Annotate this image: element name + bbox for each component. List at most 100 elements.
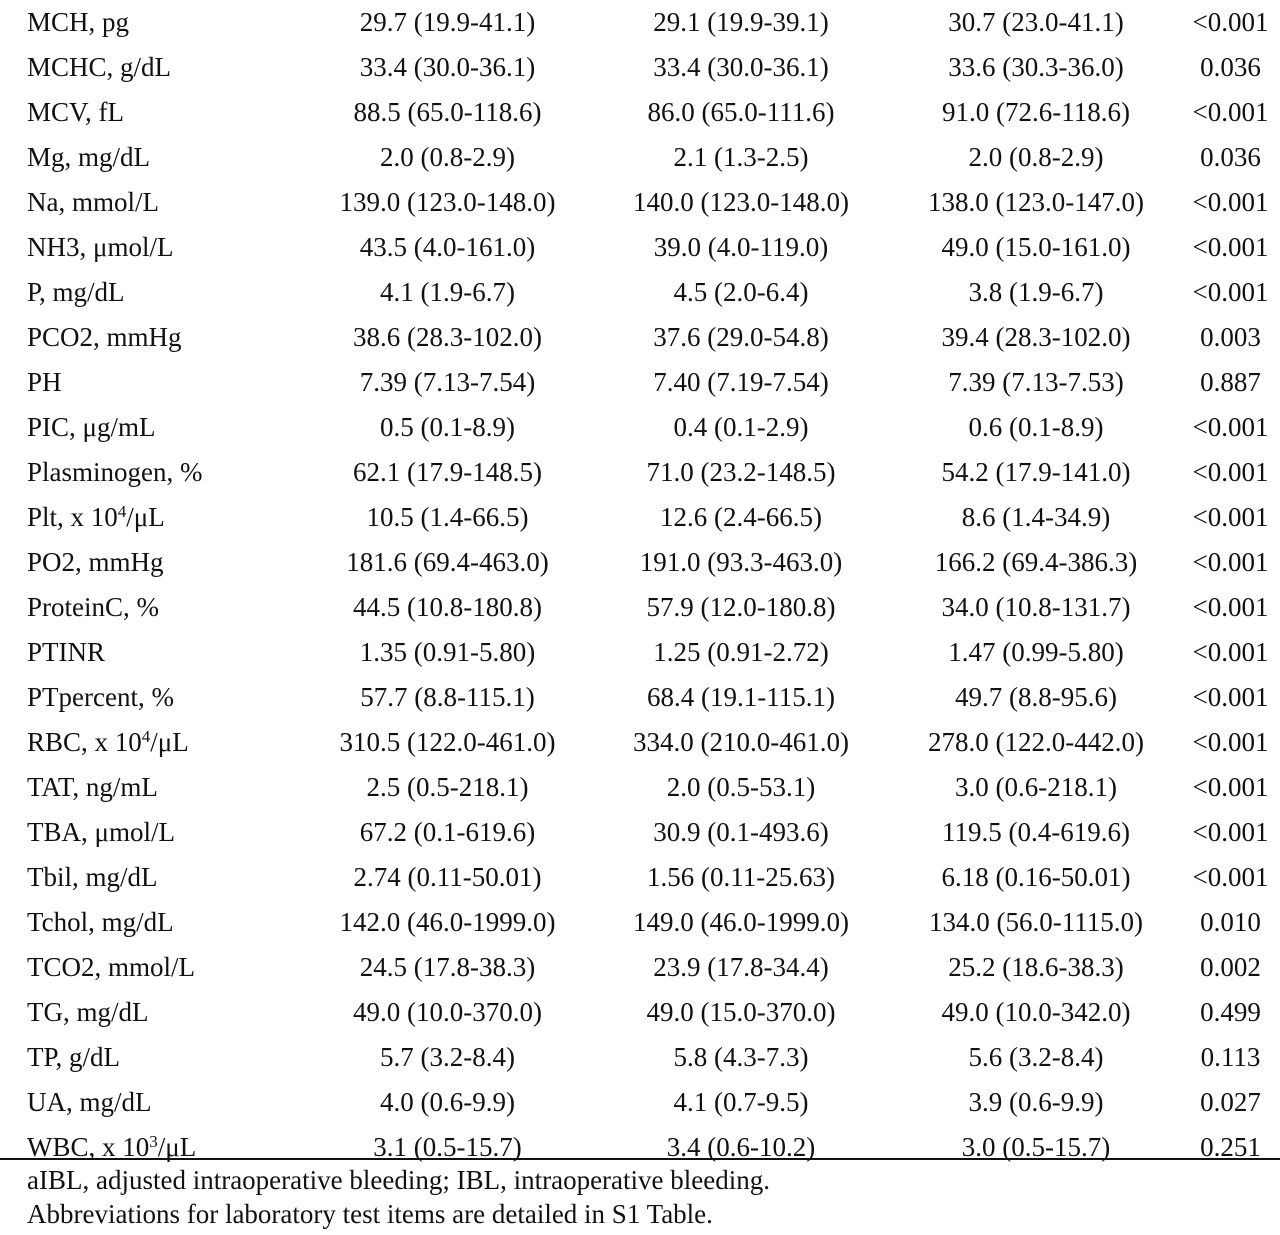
overall-value-cell: 3.1 (0.5-15.7): [373, 1132, 522, 1162]
lab-item-cell: RBC, x 104/μL: [0, 720, 300, 765]
group1-value-cell: 0.4 (0.1-2.9): [673, 412, 809, 442]
footnote-abbreviations-ibl: aIBL, adjusted intraoperative bleeding; …: [27, 1165, 770, 1195]
p-value-cell: <0.001: [1192, 277, 1269, 307]
lab-item-cell: TP, g/dL: [0, 1035, 300, 1080]
overall-value-cell: 2.5 (0.5-218.1): [366, 772, 529, 802]
lab-item-label: Mg, mg/dL: [27, 142, 151, 172]
table-row: TP, g/dL 5.7 (3.2-8.4) 5.8 (4.3-7.3) 5.6 (3…: [0, 1035, 1280, 1080]
p-value-cell: <0.001: [1192, 592, 1269, 622]
lab-item-cell: MCHC, g/dL: [0, 45, 300, 90]
group2-value-cell: 7.39 (7.13-7.53): [948, 367, 1124, 397]
table-row: TG, mg/dL 49.0 (10.0-370.0) 49.0 (15.0-370…: [0, 990, 1280, 1035]
table-row: PIC, μg/mL 0.5 (0.1-8.9) 0.4 (0.1-2.9) 0.6 …: [0, 405, 1280, 450]
lab-item-label: Na, mmol/L: [27, 187, 159, 217]
lab-item-label: WBC, x 10: [27, 1132, 150, 1162]
lab-item-cell: MCV, fL: [0, 90, 300, 135]
overall-value-cell: 33.4 (30.0-36.1): [359, 52, 536, 82]
overall-value-cell: 139.0 (123.0-148.0): [339, 187, 556, 217]
lab-item-label: TBA, μmol/L: [27, 817, 175, 847]
p-value-cell: 0.036: [1200, 52, 1261, 82]
table-row: Tbil, mg/dL 2.74 (0.11-50.01) 1.56 (0.11-2…: [0, 855, 1280, 900]
group1-value-cell: 37.6 (29.0-54.8): [653, 322, 829, 352]
overall-value-cell: 38.6 (28.3-102.0): [353, 322, 542, 352]
group1-value-cell: 7.40 (7.19-7.54): [653, 367, 829, 397]
lab-item-cell: PCO2, mmHg: [0, 315, 300, 360]
lab-item-label: Plasminogen, %: [27, 457, 203, 487]
lab-item-label: MCH, pg: [27, 7, 130, 37]
lab-item-label: ProteinC, %: [27, 592, 159, 622]
overall-value-cell: 62.1 (17.9-148.5): [353, 457, 542, 487]
table-row: WBC, x 103/μL 3.1 (0.5-15.7) 3.4 (0.6-10.2…: [0, 1125, 1280, 1170]
table-row: PTINR 1.35 (0.91-5.80) 1.25 (0.91-2.72) 1.4…: [0, 630, 1280, 675]
table-row: Plasminogen, % 62.1 (17.9-148.5) 71.0 (23.…: [0, 450, 1280, 495]
table-row: P, mg/dL 4.1 (1.9-6.7) 4.5 (2.0-6.4) 3.8 (1…: [0, 270, 1280, 315]
lab-item-cell: Plt, x 104/μL: [0, 495, 300, 540]
lab-item-cell: TAT, ng/mL: [0, 765, 300, 810]
overall-value-cell: 4.1 (1.9-6.7): [380, 277, 515, 307]
group1-value-cell: 149.0 (46.0-1999.0): [633, 907, 849, 937]
group2-value-cell: 138.0 (123.0-147.0): [928, 187, 1144, 217]
group1-value-cell: 33.4 (30.0-36.1): [653, 52, 829, 82]
overall-value-cell: 49.0 (10.0-370.0): [353, 997, 542, 1027]
p-value-cell: <0.001: [1192, 457, 1269, 487]
group1-value-cell: 3.4 (0.6-10.2): [666, 1132, 816, 1162]
table-footnotes: aIBL, adjusted intraoperative bleeding; …: [27, 1163, 770, 1231]
group1-value-cell: 39.0 (4.0-119.0): [653, 232, 829, 262]
table-row: Plt, x 104/μL 10.5 (1.4-66.5) 12.6 (2.4-66…: [0, 495, 1280, 540]
p-value-cell: 0.113: [1200, 1042, 1261, 1072]
group2-value-cell: 91.0 (72.6-118.6): [942, 97, 1130, 127]
table-bottom-rule: [0, 1158, 1280, 1160]
group2-value-cell: 34.0 (10.8-131.7): [941, 592, 1131, 622]
lab-item-label: MCV, fL: [27, 97, 125, 127]
lab-item-label: Tbil, mg/dL: [27, 862, 158, 892]
group2-value-cell: 2.0 (0.8-2.9): [968, 142, 1104, 172]
table-row: PCO2, mmHg 38.6 (28.3-102.0) 37.6 (29.0-54…: [0, 315, 1280, 360]
group2-value-cell: 3.0 (0.6-218.1): [955, 772, 1117, 802]
lab-item-label: TP, g/dL: [27, 1042, 121, 1072]
table-row: RBC, x 104/μL 310.5 (122.0-461.0) 334.0 (2…: [0, 720, 1280, 765]
group1-value-cell: 57.9 (12.0-180.8): [646, 592, 836, 622]
lab-values-table: MCH, pg 29.7 (19.9-41.1) 29.1 (19.9-39.1) 3…: [0, 7, 1280, 1170]
p-value-cell: 0.499: [1200, 997, 1261, 1027]
group2-value-cell: 6.18 (0.16-50.01): [941, 862, 1131, 892]
p-value-cell: <0.001: [1192, 637, 1269, 667]
lab-item-label: UA, mg/dL: [27, 1087, 152, 1117]
p-value-cell: <0.001: [1192, 97, 1269, 127]
p-value-cell: 0.002: [1200, 952, 1261, 982]
group2-value-cell: 49.0 (15.0-161.0): [941, 232, 1131, 262]
unit-exponent: 3: [149, 1132, 158, 1151]
group2-value-cell: 3.9 (0.6-9.9): [968, 1087, 1104, 1117]
group1-value-cell: 12.6 (2.4-66.5): [660, 502, 822, 532]
lab-item-label: PIC, μg/mL: [27, 412, 156, 442]
overall-value-cell: 24.5 (17.8-38.3): [359, 952, 536, 982]
overall-value-cell: 181.6 (69.4-463.0): [346, 547, 549, 577]
overall-value-cell: 57.7 (8.8-115.1): [360, 682, 535, 712]
group1-value-cell: 2.1 (1.3-2.5): [673, 142, 809, 172]
p-value-cell: <0.001: [1192, 862, 1269, 892]
overall-value-cell: 7.39 (7.13-7.54): [359, 367, 536, 397]
table-row: UA, mg/dL 4.0 (0.6-9.9) 4.1 (0.7-9.5) 3.9 (…: [0, 1080, 1280, 1125]
p-value-cell: <0.001: [1192, 412, 1269, 442]
unit-suffix: /μL: [126, 502, 165, 532]
p-value-cell: <0.001: [1192, 547, 1269, 577]
lab-item-cell: Tchol, mg/dL: [0, 900, 300, 945]
group2-value-cell: 30.7 (23.0-41.1): [948, 7, 1124, 37]
p-value-cell: 0.010: [1200, 907, 1261, 937]
lab-item-label: Tchol, mg/dL: [27, 907, 174, 937]
lab-item-cell: WBC, x 103/μL: [0, 1125, 300, 1170]
group1-value-cell: 1.56 (0.11-25.63): [647, 862, 835, 892]
overall-value-cell: 88.5 (65.0-118.6): [353, 97, 542, 127]
unit-exponent: 4: [117, 502, 127, 521]
footnote-s1-table: Abbreviations for laboratory test items …: [27, 1199, 713, 1229]
lab-item-cell: ProteinC, %: [0, 585, 300, 630]
lab-item-cell: Tbil, mg/dL: [0, 855, 300, 900]
table-row: Na, mmol/L 139.0 (123.0-148.0) 140.0 (123.…: [0, 180, 1280, 225]
table-row: ProteinC, % 44.5 (10.8-180.8) 57.9 (12.0-1…: [0, 585, 1280, 630]
table-row: PO2, mmHg 181.6 (69.4-463.0) 191.0 (93.3-4…: [0, 540, 1280, 585]
lab-item-cell: Plasminogen, %: [0, 450, 300, 495]
lab-item-cell: TG, mg/dL: [0, 990, 300, 1035]
group2-value-cell: 166.2 (69.4-386.3): [934, 547, 1138, 577]
lab-item-cell: TCO2, mmol/L: [0, 945, 300, 990]
p-value-cell: 0.027: [1200, 1087, 1261, 1117]
table-row: TCO2, mmol/L 24.5 (17.8-38.3) 23.9 (17.8-3…: [0, 945, 1280, 990]
